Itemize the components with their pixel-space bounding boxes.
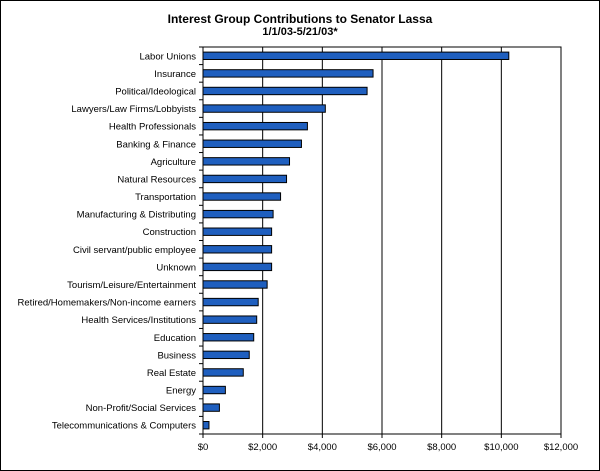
bar bbox=[202, 192, 282, 201]
category-label: Lawyers/Law Firms/Lobbyists bbox=[71, 104, 196, 115]
x-tick-labels: $0 $2,000 $4,000 $6,000 $8,000 $10,000 $12,000 bbox=[198, 442, 578, 453]
bar bbox=[202, 104, 326, 113]
chart-title: Interest Group Contributions to Senator … bbox=[167, 12, 433, 26]
x-tick-label: $4,000 bbox=[308, 442, 337, 453]
bar bbox=[202, 174, 288, 184]
bar bbox=[202, 209, 274, 219]
category-label: Political/Ideological bbox=[115, 86, 196, 97]
axes bbox=[199, 46, 562, 438]
category-label: Labor Unions bbox=[139, 51, 196, 62]
bar bbox=[202, 297, 259, 307]
category-label: Construction bbox=[143, 227, 196, 238]
category-label: Insurance bbox=[154, 69, 196, 80]
category-label: Real Estate bbox=[147, 368, 196, 379]
bar bbox=[202, 157, 291, 166]
chart-subtitle: 1/1/03-5/21/03* bbox=[262, 26, 338, 38]
category-label: Non-Profit/Social Services bbox=[86, 403, 197, 414]
category-label: Transportation bbox=[135, 192, 196, 203]
category-label: Tourism/Leisure/Entertainment bbox=[67, 280, 196, 291]
category-label: Business bbox=[157, 350, 196, 361]
x-tick-label: $6,000 bbox=[367, 442, 396, 453]
bar bbox=[202, 368, 244, 377]
x-tick-label: $8,000 bbox=[427, 442, 456, 453]
bar bbox=[202, 333, 255, 342]
category-label: Retired/Homemakers/Non-income earners bbox=[18, 298, 197, 309]
bar bbox=[202, 51, 510, 60]
category-label: Natural Resources bbox=[117, 174, 196, 185]
bar bbox=[202, 139, 302, 148]
x-tick-label: $12,000 bbox=[544, 442, 578, 453]
bar bbox=[202, 227, 273, 236]
bar bbox=[202, 280, 268, 289]
category-label: Health Professionals bbox=[109, 122, 196, 133]
bar bbox=[202, 385, 226, 395]
bar bbox=[202, 421, 210, 430]
bar bbox=[202, 262, 273, 272]
bar bbox=[202, 350, 250, 360]
bar bbox=[202, 86, 368, 96]
category-label: Health Services/Institutions bbox=[81, 315, 196, 326]
category-label: Banking & Finance bbox=[116, 139, 196, 150]
x-tick-label: $10,000 bbox=[484, 442, 518, 453]
category-label: Manufacturing & Distributing bbox=[77, 210, 196, 221]
x-tick-label: $0 bbox=[198, 442, 209, 453]
category-label: Civil servant/public employee bbox=[73, 245, 196, 256]
category-label: Education bbox=[154, 333, 196, 344]
category-label: Agriculture bbox=[151, 157, 196, 168]
bar bbox=[202, 403, 220, 412]
bar bbox=[202, 121, 308, 131]
x-tick-label: $2,000 bbox=[248, 442, 277, 453]
bar bbox=[202, 315, 258, 324]
category-label: Telecommunications & Computers bbox=[52, 421, 196, 432]
bar bbox=[202, 245, 273, 254]
bars bbox=[202, 51, 510, 430]
category-labels: Labor Unions Insurance Political/Ideologic… bbox=[18, 51, 197, 431]
bar bbox=[202, 69, 374, 78]
category-label: Unknown bbox=[156, 262, 196, 273]
category-label: Energy bbox=[166, 386, 196, 397]
